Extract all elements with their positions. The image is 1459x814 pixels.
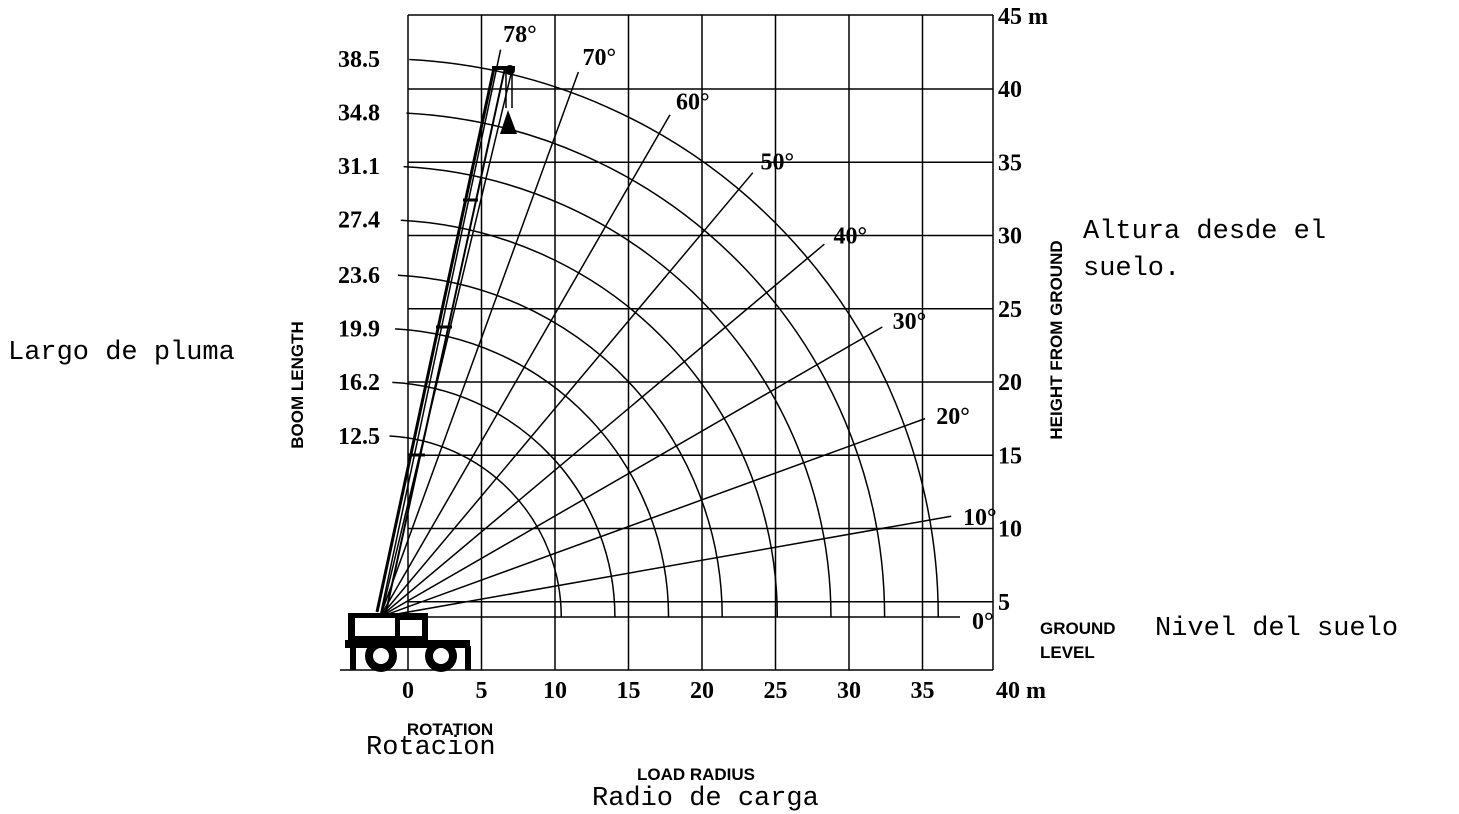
- angle-line: [379, 172, 754, 618]
- angle-label: 70°: [582, 45, 616, 71]
- boom-length-label: 38.5: [338, 47, 380, 73]
- y-tick-label: 45 m: [998, 4, 1048, 30]
- boom-arc: [406, 112, 886, 618]
- angle-line: [379, 114, 671, 618]
- x-tick-label: 20: [690, 678, 714, 704]
- angle-line: [379, 71, 580, 618]
- angle-line: [379, 417, 926, 618]
- bottom-note: Radio de carga: [592, 784, 819, 814]
- right-note: suelo.: [1083, 254, 1180, 284]
- boom-length-label: 31.1: [338, 154, 380, 180]
- boom-length-label: 23.6: [338, 263, 380, 289]
- boom-arc: [400, 219, 779, 618]
- x-tick-label: 5: [476, 678, 488, 704]
- right-axis-title: HEIGHT FROM GROUND: [1047, 240, 1066, 439]
- boom-arc: [392, 381, 616, 618]
- ground-title: GROUND: [1040, 619, 1116, 638]
- boom-length-label: 12.5: [338, 424, 380, 450]
- boom-length-label: 19.9: [338, 316, 380, 342]
- angle-label: 20°: [936, 404, 970, 430]
- boom-arc: [409, 58, 939, 618]
- x-tick-label: 40 m: [996, 678, 1046, 704]
- y-tick-label: 20: [998, 370, 1022, 396]
- angle-label: 60°: [676, 89, 710, 115]
- y-tick-label: 35: [998, 150, 1022, 176]
- x-tick-label: 25: [764, 678, 788, 704]
- rotation-note: Rotacion: [366, 733, 496, 763]
- y-tick-label: 40: [998, 77, 1022, 103]
- boom-length-label: 27.4: [338, 208, 380, 234]
- y-tick-label: 30: [998, 224, 1022, 250]
- x-tick-label: 10: [543, 678, 567, 704]
- angle-line: [379, 243, 825, 618]
- bottom-axis-title: LOAD RADIUS: [637, 765, 755, 784]
- boom-arc: [389, 435, 562, 618]
- angle-line: [379, 49, 502, 618]
- right-note: Altura desde el: [1083, 217, 1326, 247]
- angle-label: 0°: [972, 609, 994, 635]
- y-tick-label: 10: [998, 517, 1022, 543]
- boom-arc: [397, 274, 723, 618]
- y-tick-label: 5: [998, 590, 1010, 616]
- grid: [379, 15, 993, 670]
- boom-arc: [395, 328, 670, 618]
- boom-length-label: 16.2: [338, 370, 380, 396]
- angle-label: 40°: [833, 223, 867, 249]
- x-tick-label: 30: [837, 678, 861, 704]
- angle-label: 78°: [503, 22, 537, 48]
- y-tick-label: 15: [998, 443, 1022, 469]
- ground-note: Nivel del suelo: [1155, 614, 1398, 644]
- rotation-title: ROTATION: [407, 720, 493, 739]
- crane: [345, 65, 517, 672]
- left-axis-title: BOOM LENGTH: [288, 321, 307, 449]
- x-tick-label: 15: [617, 678, 641, 704]
- x-tick-label: 0: [402, 678, 414, 704]
- angle-label: 50°: [761, 149, 795, 175]
- boom-length-label: 34.8: [338, 100, 380, 126]
- x-tick-label: 35: [911, 678, 935, 704]
- angle-label: 30°: [893, 309, 927, 335]
- angle-label: 10°: [963, 505, 997, 531]
- left-note: Largo de pluma: [8, 338, 235, 368]
- angle-line: [379, 326, 883, 618]
- y-tick-label: 25: [998, 297, 1022, 323]
- angle-line: [379, 515, 952, 618]
- ground-title: LEVEL: [1040, 643, 1095, 662]
- boom-arc: [403, 165, 832, 618]
